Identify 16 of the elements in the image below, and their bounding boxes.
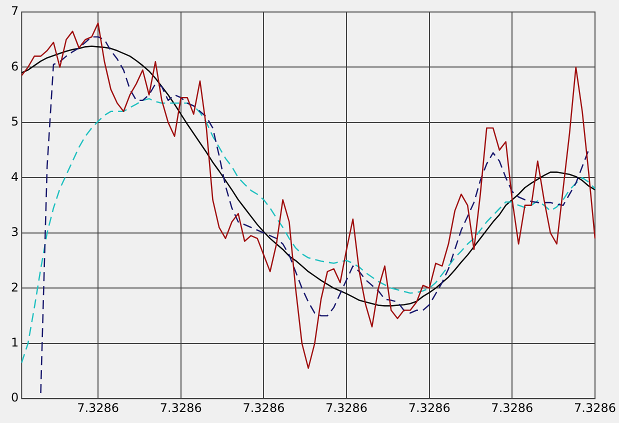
x-tick-label: 7.3286 [574, 400, 616, 415]
y-tick-label: 1 [10, 335, 19, 350]
y-tick-label: 3 [10, 225, 19, 240]
y-tick-label: 0 [10, 390, 19, 405]
x-tick-label: 7.3286 [160, 400, 202, 415]
y-tick-label: 6 [10, 59, 19, 74]
x-tick-label: 7.3286 [77, 400, 120, 415]
x-tick-label: 7.3286 [491, 400, 534, 415]
line-series [20, 98, 596, 364]
x-tick-label: 7.3286 [408, 400, 450, 415]
y-tick-label: 4 [10, 170, 19, 184]
y-tick-label: 7 [10, 4, 19, 18]
x-tick-label: 7.3286 [326, 400, 368, 415]
x-tick-label: 7.3286 [242, 400, 285, 415]
y-tick-label: 5 [10, 114, 19, 129]
y-tick-label: 2 [10, 280, 19, 294]
